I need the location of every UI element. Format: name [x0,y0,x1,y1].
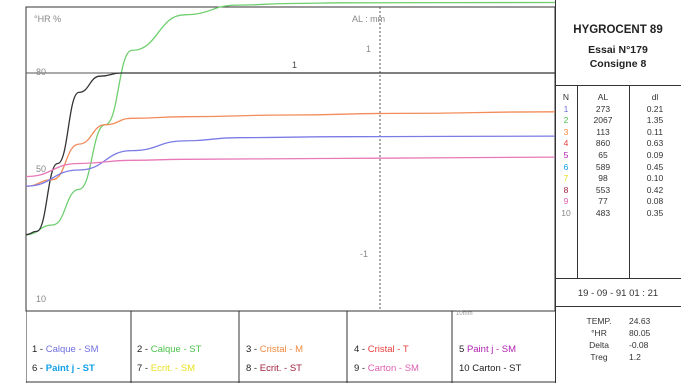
table-col-divider-2 [629,86,630,278]
table-row: 8 553 0.42 [563,184,664,195]
legend-grid [26,311,555,383]
table-row: 9 77 0.08 [563,196,664,207]
legend-item-9: 9 - Carton - SM [354,363,419,374]
info-panel: HYGROCENT 89 Essai N°179 Consigne 8 N AL… [555,0,681,383]
panel-rule-3 [555,306,681,307]
panel-title: HYGROCENT 89 [573,24,663,36]
scale-note: 10mm [456,311,473,317]
treg-reading: Treg 1.2 [590,352,641,362]
legend-item-1: 1 - Calque - SM [32,344,99,355]
delta-reading: Delta -0.08 [589,340,649,350]
legend-item-4: 4 - Cristal - T [354,344,409,355]
hygrometry-chart: °HR % AL : mm 80 50 10 1 -1 1 10mm [25,1,555,317]
table-row: 6 589 0.45 [563,161,664,172]
timestamp: 19 - 09 - 91 01 : 21 [577,288,659,299]
hr-reading: °HR 80.05 [591,328,651,338]
right-axis-label: AL : mm [352,14,385,24]
essai-label: Essai N°179 [588,44,648,56]
table-col-divider-1 [577,86,578,278]
legend-item-2: 2 - Calque - ST [137,344,202,355]
panel-divider [555,0,556,383]
marker-label: 1 [292,60,297,70]
series-line-black [25,72,555,236]
table-row: 7 98 0.10 [563,173,664,184]
series-line-pink [25,156,555,178]
panel-rule-1 [555,85,681,86]
panel-rule-2 [555,278,681,279]
table-row: 5 65 0.09 [563,149,664,160]
left-axis-label: °HR % [34,14,61,24]
legend-item-8: 8 - Ecrit. - ST [246,363,302,374]
tick-label-50: 50 [36,164,46,174]
series-line-calque_st [25,1,555,236]
table-header: N AL dl [562,92,659,102]
series-line-calque_sm [25,135,555,187]
table-row: 10 483 0.35 [561,207,664,218]
legend: 1 - Calque - SM 6 - Paint j - ST 2 - Cal… [26,311,555,383]
table-row: 3 113 0.11 [563,126,663,137]
table-row: 1 273 0.21 [563,103,664,114]
legend-item-3: 3 - Cristal - M [246,344,304,355]
al-table: N AL dl 1 273 0.21 2 2067 1.35 3 113 0.11 4 860… [555,92,681,220]
tick-label-al-minus-1: -1 [360,249,368,259]
legend-item-10: 10 Carton - ST [459,363,522,374]
tick-label-10: 10 [36,294,46,304]
tick-label-al-1: 1 [366,44,371,54]
tick-label-80: 80 [36,67,46,77]
consigne-label: Consigne 8 [589,58,647,70]
legend-item-7: 7 - Ecrit. - SM [137,363,196,374]
table-row: 4 860 0.63 [563,138,664,149]
legend-item-5: 5 Paint j - SM [459,344,517,355]
temp-reading: TEMP. 24.63 [586,316,651,326]
table-row: 2 2067 1.35 [563,115,664,126]
series-layer [25,1,555,236]
series-line-cristal_m [25,111,555,187]
legend-item-6: 6 - Paint j - ST [32,363,95,374]
